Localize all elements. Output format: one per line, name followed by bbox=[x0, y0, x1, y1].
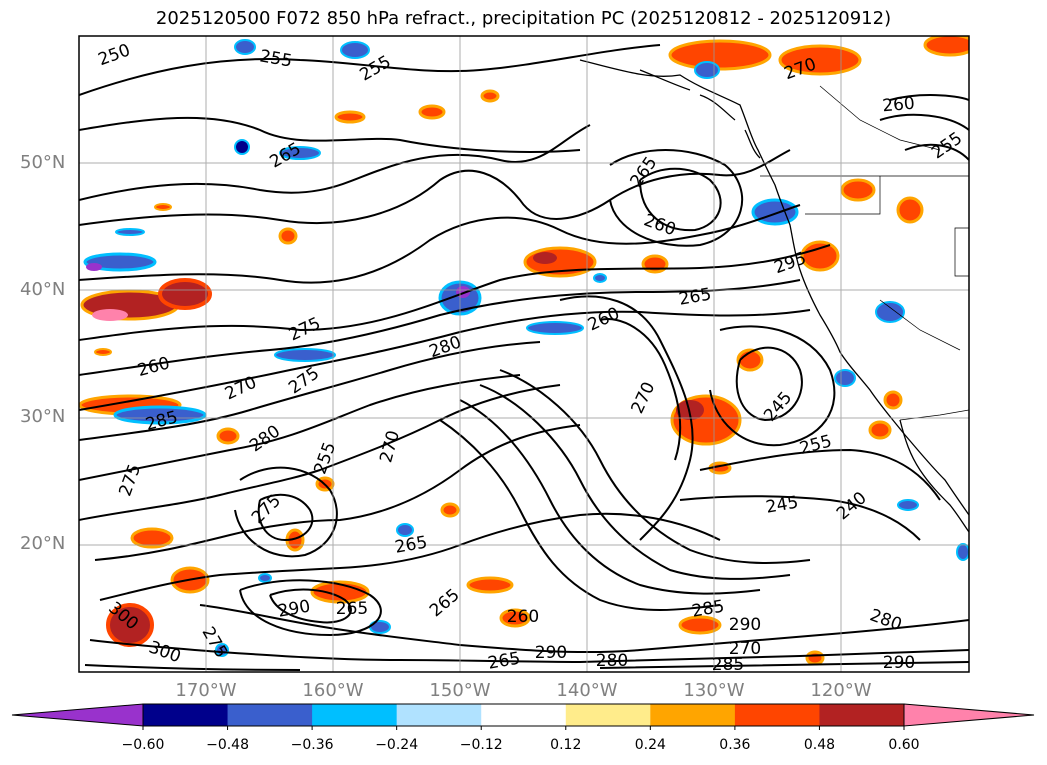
contour-label: 260 bbox=[507, 607, 539, 627]
longitude-label: 120°W bbox=[810, 680, 872, 701]
contour-label: 290 bbox=[883, 653, 915, 673]
colorbar-segment bbox=[143, 704, 229, 726]
colorbar-tick-label: 0.48 bbox=[803, 737, 836, 753]
contour-label: 280 bbox=[596, 651, 628, 671]
refractivity-contours bbox=[79, 44, 969, 671]
colorbar-extend-left bbox=[11, 703, 144, 727]
contour-label: 285 bbox=[712, 655, 744, 675]
contour-label: 265 bbox=[336, 599, 368, 619]
latitude-label: 20°N bbox=[20, 533, 66, 554]
longitude-label: 130°W bbox=[683, 680, 745, 701]
colorbar-segment bbox=[565, 704, 651, 726]
contour-label: 290 bbox=[535, 643, 567, 663]
map-title: 2025120500 F072 850 hPa refract., precip… bbox=[155, 8, 892, 29]
longitude-label: 150°W bbox=[429, 680, 491, 701]
colorbar-tick-label: −0.36 bbox=[290, 737, 334, 753]
coastline bbox=[579, 59, 969, 533]
colorbar-segment bbox=[481, 704, 567, 726]
colorbar-tick-label: 0.24 bbox=[634, 737, 666, 753]
latitude-label: 50°N bbox=[20, 152, 66, 173]
colorbar-segment bbox=[227, 704, 313, 726]
colorbar-tick-label: 0.12 bbox=[550, 737, 582, 753]
colorbar-segment bbox=[396, 704, 482, 726]
colorbar-segment bbox=[650, 704, 736, 726]
contour-label: 260 bbox=[882, 94, 916, 117]
map-area: 250 255 255 260 265 265 260 270 260 255 … bbox=[78, 35, 970, 675]
longitude-label: 160°W bbox=[302, 680, 364, 701]
colorbar-frame bbox=[142, 703, 905, 727]
latitude-label: 30°N bbox=[20, 406, 66, 427]
colorbar-tick-label: −0.60 bbox=[121, 737, 165, 753]
colorbar-tick-label: −0.24 bbox=[375, 737, 419, 753]
colorbar-tick-label: −0.48 bbox=[206, 737, 249, 753]
latitude-label: 40°N bbox=[20, 279, 66, 300]
map-frame bbox=[78, 35, 970, 673]
colorbar-tick-label: 0.36 bbox=[719, 737, 751, 753]
colorbar-segment bbox=[819, 704, 905, 726]
colorbar bbox=[11, 703, 1035, 730]
colorbar-segment bbox=[734, 704, 820, 726]
colorbar-segment bbox=[312, 704, 398, 726]
colorbar-extend-right bbox=[903, 703, 1035, 727]
precipitation-shading bbox=[79, 36, 969, 666]
colorbar-tick-label: −0.12 bbox=[459, 737, 503, 753]
contour-label: 270 bbox=[729, 639, 761, 659]
contour-label: 265 bbox=[486, 648, 521, 673]
contour-label: 290 bbox=[729, 615, 761, 635]
colorbar-tick-label: 0.60 bbox=[888, 737, 920, 753]
longitude-label: 170°W bbox=[175, 680, 237, 701]
lat-lon-grid bbox=[79, 36, 969, 672]
longitude-label: 140°W bbox=[556, 680, 618, 701]
